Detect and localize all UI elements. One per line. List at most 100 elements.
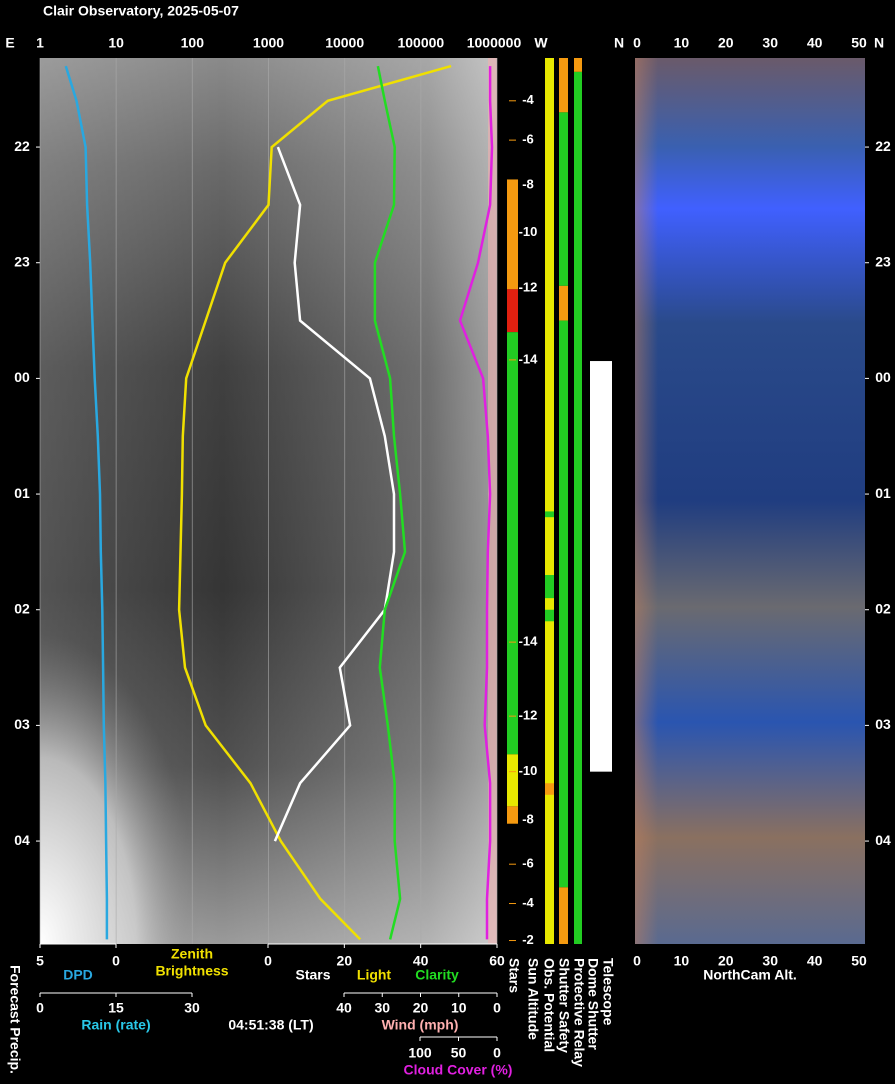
status-segment — [507, 179, 518, 290]
x-tick-label: 40 — [807, 35, 823, 51]
timestamp: 04:51:38 (LT) — [228, 1017, 313, 1033]
x-tick-label: 0 — [112, 953, 120, 969]
status-segment — [559, 887, 568, 944]
status-segment — [559, 112, 568, 286]
status-segment — [507, 806, 518, 824]
sun-altitude-label: -6 — [522, 856, 534, 871]
x-tick-label: 10 — [674, 35, 690, 51]
vertical-label: Stars — [506, 958, 522, 993]
x-tick-label: 30 — [184, 1000, 200, 1016]
status-segment — [507, 754, 518, 807]
x-tick-label: 100 — [181, 35, 205, 51]
y-tick-label: 23 — [14, 253, 30, 269]
sun-altitude-label: -6 — [522, 132, 534, 147]
y-tick-label: 01 — [14, 485, 30, 501]
vertical-label: Sun Altitude — [525, 958, 541, 1040]
scale-label: Rain (rate) — [81, 1017, 150, 1033]
status-segment — [559, 285, 568, 321]
scale-label: DPD — [63, 967, 93, 983]
x-tick-label: 20 — [718, 35, 734, 51]
x-tick-label: 100000 — [397, 35, 444, 51]
x-tick-label: 0 — [493, 1000, 501, 1016]
status-segment — [545, 511, 554, 518]
x-tick-label: 50 — [851, 35, 867, 51]
compass-label: N — [874, 35, 884, 51]
x-tick-label: 1000000 — [467, 35, 522, 51]
x-tick-label: 1000 — [253, 35, 284, 51]
scale-label: Clarity — [415, 967, 459, 983]
x-tick-label: 5 — [36, 953, 44, 969]
sun-altitude-label: -8 — [522, 812, 534, 827]
series-line — [273, 146, 396, 842]
x-tick-label: 10 — [108, 35, 124, 51]
x-tick-label: 0 — [264, 953, 272, 969]
x-tick-label: 100 — [408, 1045, 432, 1061]
y-tick-label: 02 — [875, 600, 891, 616]
y-tick-label: 03 — [14, 716, 30, 732]
vertical-label: Protective Relay — [571, 958, 587, 1067]
scale-label: Wind (mph) — [382, 1017, 459, 1033]
status-segment — [545, 58, 554, 944]
x-tick-label: 0 — [36, 1000, 44, 1016]
x-tick-label: 30 — [762, 35, 778, 51]
status-segment — [507, 332, 518, 755]
x-tick-label: 0 — [633, 35, 641, 51]
x-tick-label: 30 — [762, 953, 778, 969]
status-segment — [574, 58, 582, 72]
x-tick-label: 10 — [674, 953, 690, 969]
sun-altitude-label: -8 — [522, 177, 534, 192]
vertical-label: Telescope — [600, 958, 616, 1026]
y-tick-label: 00 — [875, 369, 891, 385]
x-tick-label: 10000 — [325, 35, 364, 51]
sun-altitude-label: -4 — [522, 92, 534, 107]
scale-label: Brightness — [155, 963, 228, 979]
status-segment — [559, 320, 568, 888]
status-segment — [545, 609, 554, 622]
x-tick-label: 50 — [851, 953, 867, 969]
x-tick-label: 20 — [718, 953, 734, 969]
series-line — [373, 65, 407, 940]
x-tick-label: 0 — [633, 953, 641, 969]
y-tick-label: 23 — [875, 253, 891, 269]
status-segment — [545, 575, 554, 599]
x-tick-label: 60 — [489, 953, 505, 969]
y-tick-label: 22 — [875, 138, 891, 154]
sun-altitude-label: -2 — [522, 932, 534, 947]
sun-altitude-label: -12 — [519, 708, 538, 723]
y-tick-label: 02 — [14, 600, 30, 616]
series-line — [64, 65, 109, 940]
x-tick-label: 15 — [108, 1000, 124, 1016]
sun-altitude-label: -4 — [522, 895, 534, 910]
x-tick-label: 40 — [807, 953, 823, 969]
y-tick-label: 00 — [14, 369, 30, 385]
sun-altitude-label: -14 — [519, 634, 539, 649]
vertical-label: Forecast Precip. — [7, 965, 23, 1074]
x-tick-label: 40 — [336, 1000, 352, 1016]
sun-altitude-label: -12 — [519, 280, 538, 295]
vertical-label: Obs. Potential — [541, 958, 557, 1052]
x-tick-label: 30 — [374, 1000, 390, 1016]
y-tick-label: 04 — [14, 832, 30, 848]
sun-altitude-label: -14 — [519, 351, 539, 366]
sun-altitude-label: -10 — [519, 224, 538, 239]
x-tick-label: 20 — [337, 953, 353, 969]
scale-label: Stars — [295, 967, 330, 983]
y-tick-label: 04 — [875, 832, 891, 848]
vertical-label: Dome Shutter — [585, 958, 601, 1050]
chart-title: Clair Observatory, 2025-05-07 — [43, 3, 239, 19]
northcam-image-horizon — [635, 58, 865, 944]
x-tick-label: 1 — [36, 35, 44, 51]
x-tick-label: 50 — [451, 1045, 467, 1061]
status-segment — [507, 289, 518, 333]
wind-band — [488, 58, 497, 944]
status-segment — [590, 361, 612, 772]
compass-label: W — [534, 35, 548, 51]
y-tick-label: 03 — [875, 716, 891, 732]
x-tick-label: 0 — [493, 1045, 501, 1061]
x-tick-label: 20 — [413, 1000, 429, 1016]
scale-label: NorthCam Alt. — [703, 967, 797, 983]
series-line — [458, 66, 494, 940]
status-segment — [574, 71, 582, 945]
compass-label: E — [5, 35, 14, 51]
